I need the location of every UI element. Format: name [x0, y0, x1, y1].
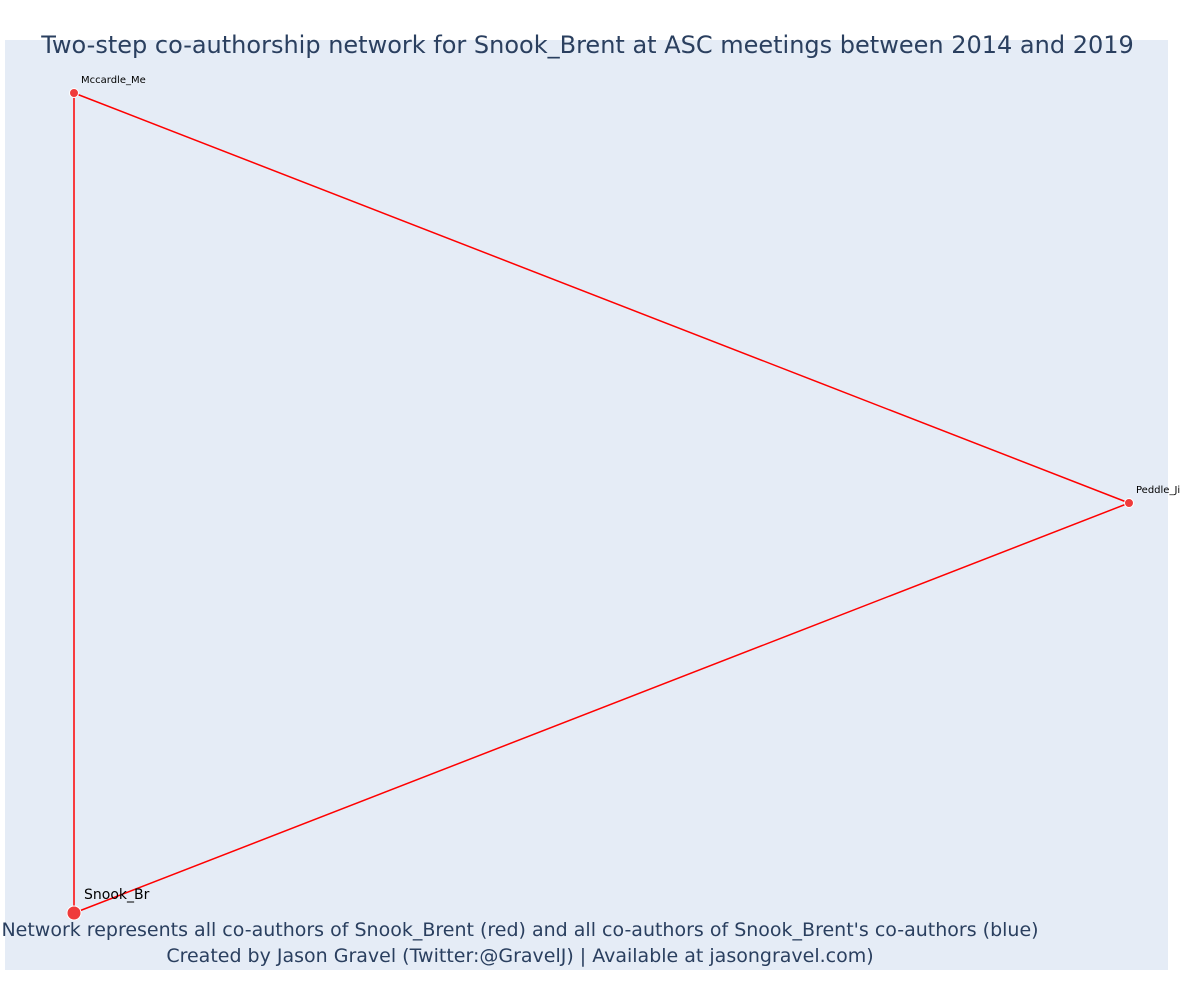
chart-title: Two-step co-authorship network for Snook… [41, 31, 1134, 59]
node-Mccardle_Me[interactable] [69, 88, 79, 98]
caption-line-network-description: Network represents all co-authors of Sno… [1, 919, 1039, 941]
node-Peddle_Ji[interactable] [1124, 498, 1134, 508]
plot-area [5, 40, 1168, 970]
edge-Peddle_Ji-Snook_Br [73, 502, 1130, 914]
node-label-Peddle_Ji: Peddle_Ji [1136, 485, 1180, 496]
edge-Mccardle_Me-Peddle_Ji [73, 92, 1130, 504]
caption: Network represents all co-authors of Sno… [0, 917, 1040, 969]
node-Snook_Br[interactable] [66, 905, 82, 921]
caption-line-credit: Created by Jason Gravel (Twitter:@Gravel… [166, 945, 874, 967]
node-label-Mccardle_Me: Mccardle_Me [81, 75, 146, 86]
node-label-Snook_Br: Snook_Br [84, 887, 150, 903]
edges-layer [73, 92, 1130, 914]
nodes-layer [66, 88, 1134, 921]
labels-layer: Mccardle_Me Peddle_Ji Snook_Br [81, 75, 1180, 903]
